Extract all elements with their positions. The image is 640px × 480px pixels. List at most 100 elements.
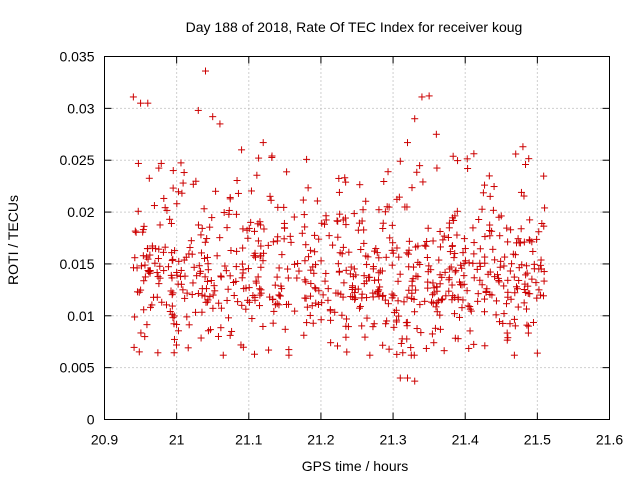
- data-point: [442, 292, 450, 300]
- data-point: [135, 288, 143, 296]
- data-point: [154, 255, 162, 263]
- data-point: [318, 219, 326, 227]
- data-point: [154, 349, 162, 357]
- data-point: [129, 264, 137, 272]
- data-point: [185, 250, 193, 258]
- data-point: [509, 250, 517, 258]
- data-point: [304, 184, 312, 192]
- data-point: [216, 120, 224, 128]
- data-point: [432, 130, 440, 138]
- data-point: [283, 168, 291, 176]
- data-point: [139, 228, 147, 236]
- data-point: [519, 143, 527, 151]
- data-point: [141, 333, 149, 341]
- data-point: [166, 215, 174, 223]
- data-point: [480, 308, 488, 316]
- data-point: [413, 325, 421, 333]
- data-point: [269, 319, 277, 327]
- data-point: [148, 301, 156, 309]
- data-point: [375, 254, 383, 262]
- data-point: [506, 320, 514, 328]
- data-point: [396, 374, 404, 382]
- data-point: [265, 346, 273, 354]
- data-point: [481, 181, 489, 189]
- data-point: [214, 332, 222, 340]
- data-point: [478, 205, 486, 213]
- data-point: [183, 313, 191, 321]
- data-point: [396, 270, 404, 278]
- data-point: [197, 249, 205, 257]
- data-point: [140, 306, 148, 314]
- data-point: [412, 286, 420, 294]
- data-point: [285, 300, 293, 308]
- data-point: [135, 348, 143, 356]
- data-point: [379, 291, 387, 299]
- data-point: [430, 339, 438, 347]
- data-point: [276, 292, 284, 300]
- data-point: [334, 260, 342, 268]
- data-point: [388, 261, 396, 269]
- data-point: [461, 257, 469, 265]
- data-point: [492, 297, 500, 305]
- data-point: [216, 234, 224, 242]
- data-point: [168, 257, 176, 265]
- data-point: [154, 273, 162, 281]
- data-point: [325, 232, 333, 240]
- data-point: [361, 333, 369, 341]
- data-point: [494, 274, 502, 282]
- data-point: [463, 287, 471, 295]
- data-point: [238, 274, 246, 282]
- data-point: [155, 280, 163, 288]
- data-point: [411, 115, 419, 123]
- data-point: [364, 253, 372, 261]
- data-point: [161, 243, 169, 251]
- data-point: [318, 299, 326, 307]
- data-point: [408, 184, 416, 192]
- data-point: [419, 178, 427, 186]
- data-point: [540, 172, 548, 180]
- data-point: [344, 323, 352, 331]
- data-point: [243, 226, 251, 234]
- data-point: [194, 221, 202, 229]
- data-point: [395, 253, 403, 261]
- data-point: [217, 273, 225, 281]
- data-point: [533, 294, 541, 302]
- data-point: [317, 316, 325, 324]
- data-point: [195, 262, 203, 270]
- data-point: [242, 305, 250, 313]
- data-point: [224, 285, 232, 293]
- data-point: [398, 335, 406, 343]
- data-point: [393, 318, 401, 326]
- data-point: [390, 323, 398, 331]
- data-point: [312, 285, 320, 293]
- data-point: [335, 174, 343, 182]
- data-point: [156, 262, 164, 270]
- data-point: [421, 241, 429, 249]
- data-point: [312, 299, 320, 307]
- data-point: [381, 296, 389, 304]
- data-point: [281, 325, 289, 333]
- data-point: [278, 251, 286, 259]
- data-point: [326, 307, 334, 315]
- data-point: [193, 272, 201, 280]
- data-point: [378, 292, 386, 300]
- data-point: [375, 269, 383, 277]
- data-point: [523, 321, 531, 329]
- data-point: [181, 294, 189, 302]
- data-point: [290, 213, 298, 221]
- data-point: [149, 244, 157, 252]
- data-point: [250, 227, 258, 235]
- data-point: [333, 342, 341, 350]
- data-point: [366, 351, 374, 359]
- data-point: [454, 293, 462, 301]
- data-point: [298, 229, 306, 237]
- data-point: [306, 292, 314, 300]
- data-point: [301, 223, 309, 231]
- data-point: [454, 335, 462, 343]
- data-point: [336, 210, 344, 218]
- data-point: [435, 256, 443, 264]
- data-point: [309, 263, 317, 271]
- data-point: [403, 249, 411, 257]
- data-point: [247, 218, 255, 226]
- data-point: [504, 288, 512, 296]
